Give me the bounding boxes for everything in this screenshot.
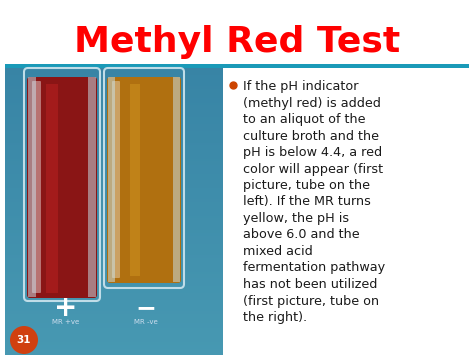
FancyBboxPatch shape — [32, 81, 41, 293]
Bar — [130, 84, 140, 276]
Text: the right).: the right). — [243, 311, 307, 324]
Text: yellow, the pH is: yellow, the pH is — [243, 212, 349, 225]
Text: +: + — [55, 294, 78, 322]
Text: has not been utilized: has not been utilized — [243, 278, 377, 291]
Bar — [108, 77, 115, 282]
Text: fermentation pathway: fermentation pathway — [243, 262, 385, 274]
Text: picture, tube on the: picture, tube on the — [243, 179, 370, 192]
Bar — [46, 84, 58, 293]
Bar — [88, 77, 96, 297]
Text: 31: 31 — [17, 335, 31, 345]
Text: (first picture, tube on: (first picture, tube on — [243, 295, 379, 307]
Text: color will appear (first: color will appear (first — [243, 163, 383, 175]
Text: Methyl Red Test: Methyl Red Test — [74, 25, 400, 59]
FancyBboxPatch shape — [107, 77, 181, 283]
Text: (methyl red) is added: (methyl red) is added — [243, 97, 381, 109]
Bar — [5, 64, 469, 68]
FancyBboxPatch shape — [112, 81, 120, 278]
Text: culture broth and the: culture broth and the — [243, 130, 379, 142]
Text: left). If the MR turns: left). If the MR turns — [243, 196, 371, 208]
Text: −: − — [136, 296, 156, 320]
Text: pH is below 4.4, a red: pH is below 4.4, a red — [243, 146, 382, 159]
Text: MR -ve: MR -ve — [134, 319, 158, 325]
Text: If the pH indicator: If the pH indicator — [243, 80, 358, 93]
FancyBboxPatch shape — [27, 77, 97, 298]
Circle shape — [10, 326, 38, 354]
Text: above 6.0 and the: above 6.0 and the — [243, 229, 360, 241]
Bar — [28, 77, 36, 297]
Text: to an aliquot of the: to an aliquot of the — [243, 113, 365, 126]
Bar — [173, 77, 180, 282]
Text: MR +ve: MR +ve — [52, 319, 80, 325]
Text: mixed acid: mixed acid — [243, 245, 313, 258]
